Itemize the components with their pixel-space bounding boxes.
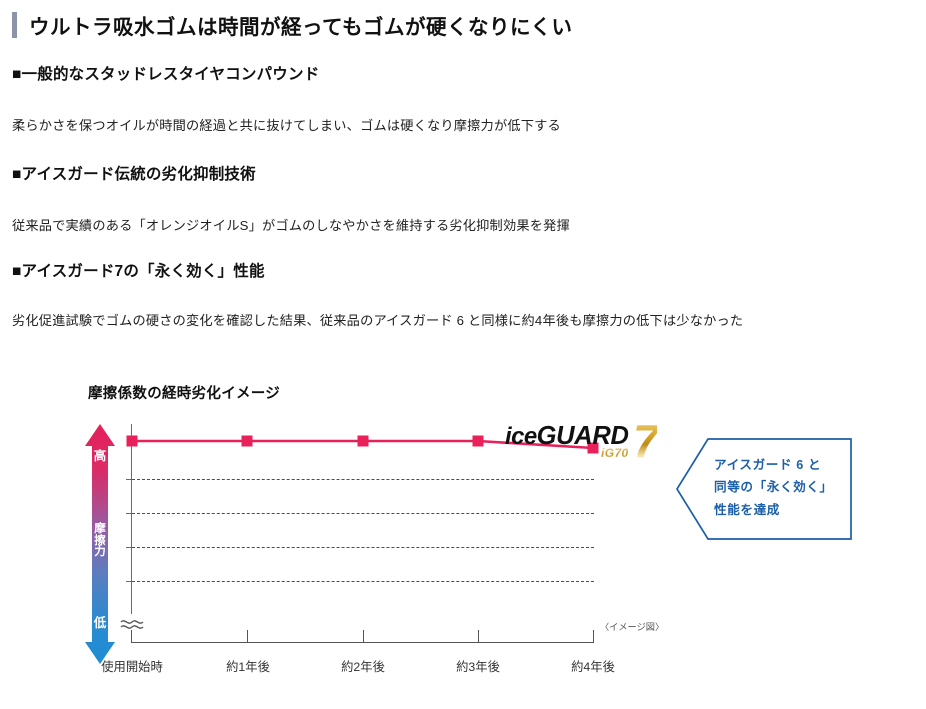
data-point-0: [126, 435, 138, 447]
y-axis-title-char-2: 擦: [94, 534, 106, 547]
x-tick-1: [247, 630, 249, 643]
x-tick-4: [593, 630, 595, 643]
data-point-3: [472, 435, 484, 447]
x-axis-label-2: 約2年後: [341, 660, 385, 674]
y-axis-line: [131, 424, 133, 614]
axis-break-icon: [120, 617, 144, 631]
gridline-3: [132, 547, 594, 548]
friction-degradation-chart: 摩擦係数の経時劣化イメージ 高 摩 擦 力 低: [0, 370, 926, 709]
gridline-4: [132, 581, 594, 582]
chart-title: 摩擦係数の経時劣化イメージ: [88, 386, 281, 402]
y-tick-3: [126, 547, 132, 548]
title-accent-bar: [12, 12, 17, 38]
y-axis-title: 摩 擦 力: [85, 523, 115, 559]
y-axis-low-label: 低: [93, 616, 107, 630]
data-point-2: [357, 435, 369, 447]
x-tick-0: [131, 630, 133, 643]
gridline-2: [132, 513, 594, 514]
callout-line-1: 同等の「永く効く」: [714, 480, 833, 495]
y-tick-2: [126, 513, 132, 514]
data-point-4: [587, 442, 599, 454]
y-tick-4: [126, 581, 132, 582]
x-axis-label-4: 約4年後: [571, 660, 615, 674]
chart-image-note: 〈イメージ図〉: [600, 622, 665, 632]
x-axis-line: [131, 642, 594, 644]
y-axis-title-char-3: 力: [94, 546, 106, 559]
x-tick-3: [478, 630, 480, 643]
logo-seven-numeral: 7: [633, 415, 659, 467]
logo-guard-text: GUARD: [536, 422, 629, 450]
y-axis-title-char-1: 摩: [94, 523, 106, 535]
x-tick-2: [363, 630, 365, 643]
callout-line-2: 性能を達成: [714, 502, 780, 517]
data-point-1: [241, 435, 253, 447]
iceguard7-logo: iceGUARD iG70 7: [505, 415, 659, 467]
callout-line-0: アイスガード 6 と: [714, 458, 822, 472]
section-heading-degradation-tech: ■アイスガード伝統の劣化抑制技術: [12, 166, 256, 183]
callout-shape: [675, 438, 852, 540]
y-axis-gradient-arrow: 高 摩 擦 力 低: [85, 424, 115, 664]
section-heading-iceguard7-performance: ■アイスガード7の「永く効く」性能: [12, 263, 265, 280]
logo-ig70-code: iG70: [601, 446, 629, 460]
callout-text: アイスガード 6 と 同等の「永く効く」 性能を達成: [714, 454, 833, 521]
x-axis-label-3: 約3年後: [456, 660, 500, 674]
gridline-1: [132, 479, 594, 480]
x-axis-label-1: 約1年後: [226, 660, 270, 674]
y-axis-high-label: 高: [93, 449, 107, 463]
plot-area: [126, 426, 599, 612]
page-title-text: ウルトラ吸水ゴムは時間が経ってもゴムが硬くなりにくい: [29, 16, 573, 39]
y-axis-arrow-shape: [85, 424, 115, 664]
x-axis-label-0: 使用開始時: [101, 660, 163, 674]
section-body-degradation-tech: 従来品で実績のある「オレンジオイルS」がゴムのしなやかさを維持する劣化抑制効果を…: [12, 218, 570, 233]
callout-box: アイスガード 6 と 同等の「永く効く」 性能を達成: [675, 438, 852, 540]
section-heading-general-compound: ■一般的なスタッドレスタイヤコンパウンド: [12, 66, 320, 83]
section-body-iceguard7-performance: 劣化促進試験でゴムの硬さの変化を確認した結果、従来品のアイスガード 6 と同様に…: [12, 313, 744, 328]
y-tick-1: [126, 479, 132, 480]
logo-ice-text: ice: [505, 423, 537, 450]
section-body-general-compound: 柔らかさを保つオイルが時間の経過と共に抜けてしまい、ゴムは硬くなり摩擦力が低下す…: [12, 118, 561, 133]
page-title: ウルトラ吸水ゴムは時間が経ってもゴムが硬くなりにくい: [12, 10, 573, 40]
